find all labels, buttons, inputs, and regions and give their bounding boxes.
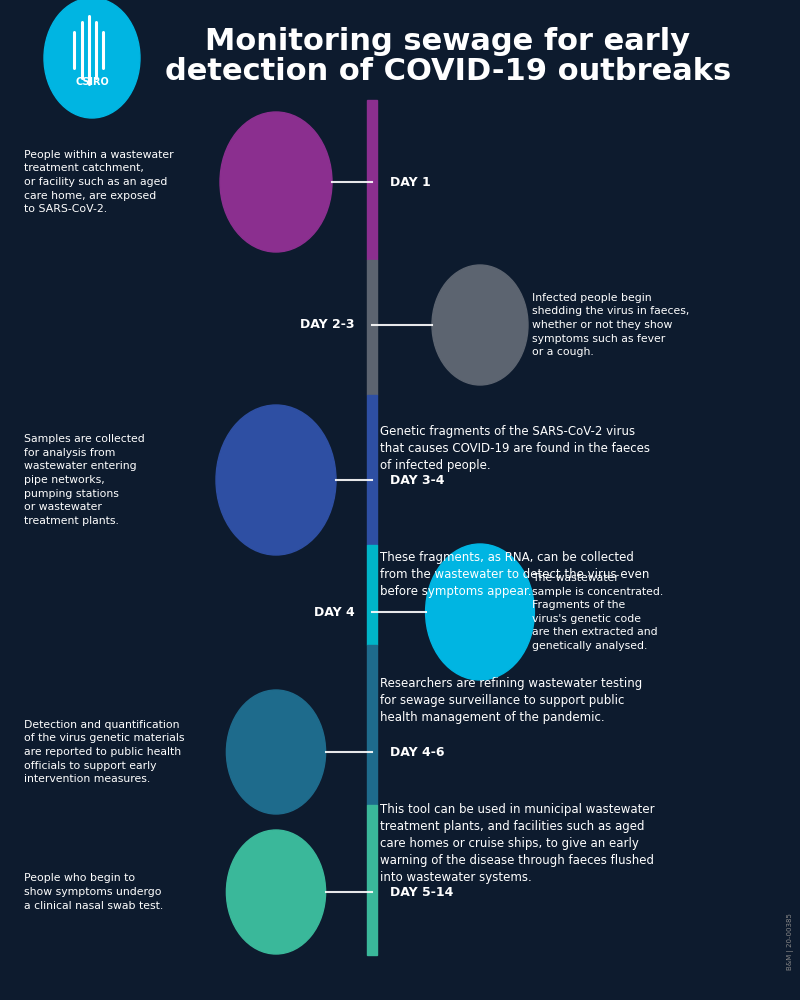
Text: Researchers are refining wastewater testing
for sewage surveillance to support p: Researchers are refining wastewater test…: [380, 677, 642, 724]
Circle shape: [226, 690, 326, 814]
Text: detection of COVID-19 outbreaks: detection of COVID-19 outbreaks: [165, 57, 731, 87]
Bar: [366, 805, 378, 955]
Circle shape: [216, 405, 336, 555]
Circle shape: [44, 0, 140, 118]
Text: People who begin to
show symptoms undergo
a clinical nasal swab test.: People who begin to show symptoms underg…: [24, 873, 163, 911]
Text: The wastewater
sample is concentrated.
Fragments of the
virus's genetic code
are: The wastewater sample is concentrated. F…: [532, 573, 663, 651]
Text: Detection and quantification
of the virus genetic materials
are reported to publ: Detection and quantification of the viru…: [24, 720, 185, 784]
Bar: [366, 260, 378, 395]
Circle shape: [432, 265, 528, 385]
Bar: [366, 100, 378, 260]
Text: People within a wastewater
treatment catchment,
or facility such as an aged
care: People within a wastewater treatment cat…: [24, 150, 174, 214]
Text: DAY 1: DAY 1: [390, 176, 430, 188]
Bar: [366, 545, 378, 645]
Text: Monitoring sewage for early: Monitoring sewage for early: [206, 27, 690, 56]
Bar: [366, 395, 378, 545]
Text: Infected people begin
shedding the virus in faeces,
whether or not they show
sym: Infected people begin shedding the virus…: [532, 293, 690, 357]
Text: DAY 4-6: DAY 4-6: [390, 746, 444, 758]
Text: B&M | 20-00385: B&M | 20-00385: [786, 913, 794, 970]
Text: DAY 3-4: DAY 3-4: [390, 474, 444, 487]
Circle shape: [226, 830, 326, 954]
Circle shape: [220, 112, 332, 252]
Text: DAY 2-3: DAY 2-3: [300, 318, 354, 332]
Text: Samples are collected
for analysis from
wastewater entering
pipe networks,
pumpi: Samples are collected for analysis from …: [24, 434, 145, 526]
Text: DAY 5-14: DAY 5-14: [390, 886, 453, 898]
Text: Genetic fragments of the SARS-CoV-2 virus
that causes COVID-19 are found in the : Genetic fragments of the SARS-CoV-2 viru…: [380, 425, 650, 472]
Text: This tool can be used in municipal wastewater
treatment plants, and facilities s: This tool can be used in municipal waste…: [380, 803, 654, 884]
Text: DAY 4: DAY 4: [314, 605, 354, 618]
Circle shape: [426, 544, 534, 680]
Text: These fragments, as RNA, can be collected
from the wastewater to detect the viru: These fragments, as RNA, can be collecte…: [380, 551, 650, 598]
Bar: [366, 645, 378, 805]
Text: CSIRO: CSIRO: [75, 77, 109, 87]
